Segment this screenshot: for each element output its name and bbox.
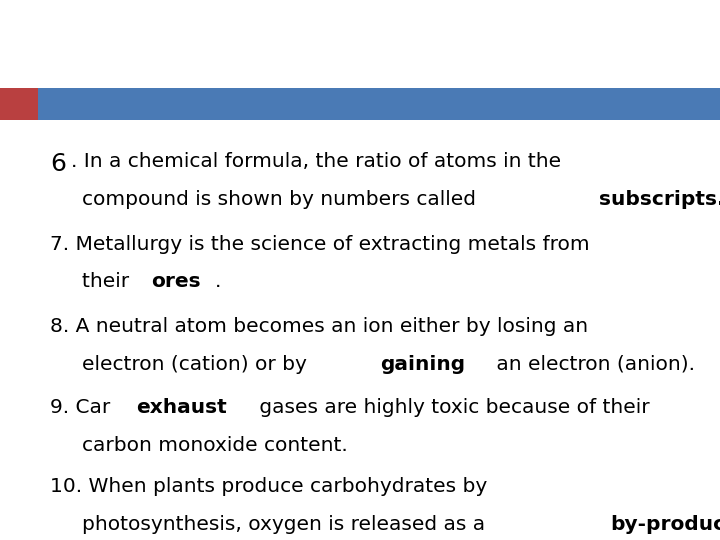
Text: gases are highly toxic because of their: gases are highly toxic because of their xyxy=(253,398,649,417)
Text: electron (cation) or by: electron (cation) or by xyxy=(82,355,313,374)
Text: an electron (anion).: an electron (anion). xyxy=(490,355,696,374)
Text: by-product.: by-product. xyxy=(611,515,720,534)
Text: 8. A neutral atom becomes an ion either by losing an: 8. A neutral atom becomes an ion either … xyxy=(50,317,588,336)
Bar xyxy=(0,88,38,120)
Text: their: their xyxy=(82,272,135,291)
Text: . In a chemical formula, the ratio of atoms in the: . In a chemical formula, the ratio of at… xyxy=(71,152,561,171)
Text: photosynthesis, oxygen is released as a: photosynthesis, oxygen is released as a xyxy=(82,515,492,534)
Text: ores: ores xyxy=(151,272,201,291)
Text: 10. When plants produce carbohydrates by: 10. When plants produce carbohydrates by xyxy=(50,477,487,496)
Text: 7. Metallurgy is the science of extracting metals from: 7. Metallurgy is the science of extracti… xyxy=(50,235,590,254)
Text: 9. Car: 9. Car xyxy=(50,398,117,417)
Text: compound is shown by numbers called: compound is shown by numbers called xyxy=(82,190,482,209)
Text: carbon monoxide content.: carbon monoxide content. xyxy=(82,436,348,455)
Text: subscripts.: subscripts. xyxy=(598,190,720,209)
Text: 6: 6 xyxy=(50,152,66,176)
Text: gaining: gaining xyxy=(380,355,466,374)
Bar xyxy=(38,88,720,120)
Text: exhaust: exhaust xyxy=(136,398,227,417)
Text: .: . xyxy=(215,272,222,291)
